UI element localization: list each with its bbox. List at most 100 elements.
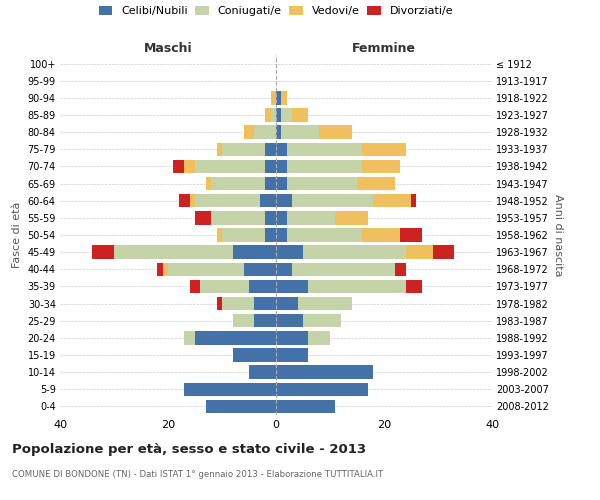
Bar [303, 246, 406, 259]
Bar [357, 177, 395, 190]
Bar [195, 160, 265, 173]
Bar [319, 126, 352, 139]
Bar [287, 211, 335, 224]
Bar [173, 160, 184, 173]
Bar [276, 142, 287, 156]
Bar [157, 262, 163, 276]
Bar [265, 177, 276, 190]
Bar [287, 177, 357, 190]
Bar [276, 262, 292, 276]
Bar [276, 126, 281, 139]
Bar [233, 246, 276, 259]
Bar [276, 177, 287, 190]
Bar [190, 280, 200, 293]
Bar [222, 297, 254, 310]
Bar [276, 91, 281, 104]
Bar [362, 160, 400, 173]
Bar [281, 91, 287, 104]
Bar [249, 366, 276, 379]
Bar [276, 382, 368, 396]
Bar [92, 246, 114, 259]
Bar [303, 314, 341, 328]
Bar [276, 400, 335, 413]
Bar [249, 280, 276, 293]
Bar [276, 314, 303, 328]
Bar [254, 126, 276, 139]
Bar [276, 366, 373, 379]
Bar [217, 228, 222, 241]
Bar [276, 331, 308, 344]
Text: Popolazione per età, sesso e stato civile - 2013: Popolazione per età, sesso e stato civil… [12, 442, 366, 456]
Bar [200, 280, 249, 293]
Bar [281, 126, 319, 139]
Bar [362, 142, 406, 156]
Legend: Celibi/Nubili, Coniugati/e, Vedovi/e, Divorziati/e: Celibi/Nubili, Coniugati/e, Vedovi/e, Di… [99, 6, 453, 16]
Bar [233, 348, 276, 362]
Bar [254, 297, 276, 310]
Y-axis label: Fasce di età: Fasce di età [12, 202, 22, 268]
Text: Femmine: Femmine [352, 42, 416, 55]
Bar [233, 314, 254, 328]
Bar [276, 108, 281, 122]
Bar [406, 246, 433, 259]
Bar [184, 382, 276, 396]
Bar [265, 160, 276, 173]
Bar [373, 194, 411, 207]
Y-axis label: Anni di nascita: Anni di nascita [553, 194, 563, 276]
Bar [222, 142, 265, 156]
Bar [163, 262, 168, 276]
Bar [265, 211, 276, 224]
Bar [211, 211, 265, 224]
Bar [362, 228, 400, 241]
Text: COMUNE DI BONDONE (TN) - Dati ISTAT 1° gennaio 2013 - Elaborazione TUTTITALIA.IT: COMUNE DI BONDONE (TN) - Dati ISTAT 1° g… [12, 470, 383, 479]
Bar [276, 160, 287, 173]
Bar [281, 108, 292, 122]
Bar [276, 228, 287, 241]
Bar [222, 228, 265, 241]
Bar [114, 246, 233, 259]
Bar [276, 280, 308, 293]
Bar [276, 246, 303, 259]
Bar [195, 211, 211, 224]
Bar [244, 126, 254, 139]
Bar [184, 160, 195, 173]
Bar [271, 108, 276, 122]
Bar [298, 297, 352, 310]
Bar [195, 331, 276, 344]
Bar [411, 194, 416, 207]
Bar [433, 246, 454, 259]
Bar [292, 108, 308, 122]
Bar [335, 211, 368, 224]
Text: Maschi: Maschi [143, 42, 193, 55]
Bar [244, 262, 276, 276]
Bar [292, 262, 395, 276]
Bar [308, 331, 330, 344]
Bar [265, 142, 276, 156]
Bar [195, 194, 260, 207]
Bar [276, 211, 287, 224]
Bar [287, 228, 362, 241]
Bar [265, 108, 271, 122]
Bar [168, 262, 244, 276]
Bar [254, 314, 276, 328]
Bar [265, 228, 276, 241]
Bar [406, 280, 422, 293]
Bar [308, 280, 406, 293]
Bar [276, 348, 308, 362]
Bar [276, 297, 298, 310]
Bar [287, 160, 362, 173]
Bar [400, 228, 422, 241]
Bar [184, 331, 195, 344]
Bar [276, 194, 292, 207]
Bar [179, 194, 190, 207]
Bar [287, 142, 362, 156]
Bar [206, 400, 276, 413]
Bar [206, 177, 211, 190]
Bar [211, 177, 265, 190]
Bar [190, 194, 195, 207]
Bar [260, 194, 276, 207]
Bar [395, 262, 406, 276]
Bar [217, 297, 222, 310]
Bar [271, 91, 276, 104]
Bar [217, 142, 222, 156]
